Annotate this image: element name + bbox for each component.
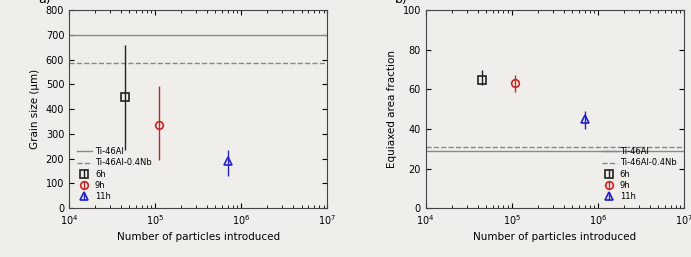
Text: b): b) xyxy=(395,0,408,6)
Ti-46Al xyxy=(77,149,85,152)
Y-axis label: Equiaxed area fraction: Equiaxed area fraction xyxy=(387,50,397,168)
Ti-46Al-0.4Nb xyxy=(77,145,85,148)
X-axis label: Number of particles introduced: Number of particles introduced xyxy=(473,232,636,242)
Text: a): a) xyxy=(38,0,50,6)
X-axis label: Number of particles introduced: Number of particles introduced xyxy=(117,232,280,242)
Y-axis label: Grain size (μm): Grain size (μm) xyxy=(30,69,40,149)
Legend: Ti-46Al, Ti-46Al-0.4Nb, 6h, 9h, 11h: Ti-46Al, Ti-46Al-0.4Nb, 6h, 9h, 11h xyxy=(598,144,680,204)
Legend: Ti-46Al, Ti-46Al-0.4Nb, 6h, 9h, 11h: Ti-46Al, Ti-46Al-0.4Nb, 6h, 9h, 11h xyxy=(73,144,155,204)
